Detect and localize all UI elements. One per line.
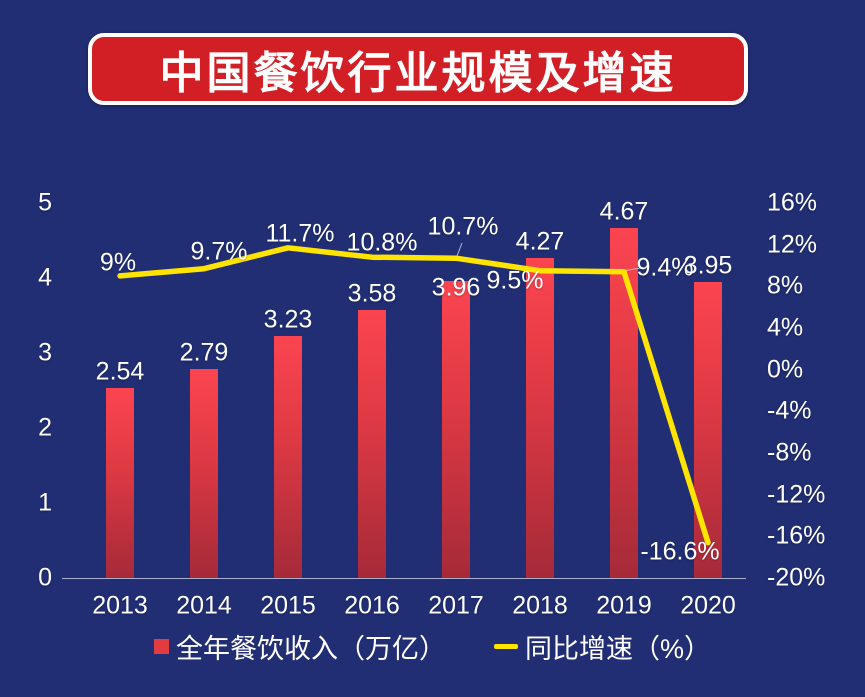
left-axis-tick-2: 2 [38,413,52,442]
left-axis-tick-1: 1 [38,488,52,517]
right-axis-tick--4%: -4% [767,396,812,425]
x-axis-label-2017: 2017 [428,591,484,620]
x-axis-label-2016: 2016 [344,591,400,620]
bar-2020 [694,281,722,578]
legend-item-revenue: 全年餐饮收入（万亿） [153,627,446,666]
bar-value-2019: 4.67 [599,197,649,226]
title-banner: 中国餐饮行业规模及增速 [88,33,748,105]
right-axis-tick-16%: 16% [767,188,818,217]
bar-value-2013: 2.54 [95,357,145,385]
right-axis-tick--16%: -16% [767,521,826,550]
x-axis-label-2020: 2020 [680,591,736,620]
line-series-swatch-icon [493,644,518,649]
leader-line-2017 [456,242,463,257]
right-axis-tick-0%: 0% [767,355,804,384]
growth-label-2017: 10.7% [427,212,499,241]
growth-label-2018: 9.5% [486,266,544,295]
left-axis-tick-3: 3 [38,338,52,367]
chart-title: 中国餐饮行业规模及增速 [159,49,677,98]
right-axis-tick--20%: -20% [767,563,826,592]
bar-2019 [610,227,638,578]
x-axis-label-2018: 2018 [512,591,568,620]
bar-series-swatch-icon [153,639,169,654]
bar-value-2016: 3.58 [347,279,397,307]
growth-label-2016: 10.8% [346,228,418,257]
growth-rate-line [117,245,711,546]
left-axis-tick-5: 5 [38,188,52,217]
bar-value-2018: 4.27 [515,227,565,256]
growth-label-2019: 9.4% [636,253,694,282]
legend-label-growth: 同比增速（%） [524,634,711,664]
growth-label-2015: 11.7% [265,219,335,248]
right-axis-tick-12%: 12% [767,230,818,259]
bar-2018 [526,257,554,578]
bar-value-2015: 3.23 [263,305,313,334]
bar-value-2017: 3.96 [431,273,481,302]
right-axis-tick--8%: -8% [767,438,812,467]
bar-2016 [358,309,386,578]
growth-label-2014: 9.7% [190,237,248,266]
bar-2015 [274,335,302,578]
legend-item-growth: 同比增速（%） [493,627,711,666]
right-axis-tick--12%: -12% [767,480,826,509]
bar-2013 [106,387,134,578]
x-axis-label-2019: 2019 [596,591,652,620]
bar-value-2020: 3.95 [683,251,733,280]
x-axis-label-2013: 2013 [92,591,148,620]
x-axis-label-2015: 2015 [260,591,316,620]
x-axis-label-2014: 2014 [176,591,232,620]
growth-label-2013: 9% [99,248,137,277]
left-axis-tick-4: 4 [38,263,52,292]
growth-label-2020: -16.6% [640,537,720,566]
left-axis-tick-0: 0 [38,563,52,592]
legend: 全年餐饮收入（万亿） 同比增速（%） [0,627,865,666]
legend-label-revenue: 全年餐饮收入（万亿） [175,634,446,664]
bar-2017 [442,281,470,578]
bar-2014 [190,368,218,578]
right-axis-tick-4%: 4% [767,313,804,342]
bar-value-2014: 2.79 [179,338,229,367]
right-axis-tick-8%: 8% [767,271,804,300]
